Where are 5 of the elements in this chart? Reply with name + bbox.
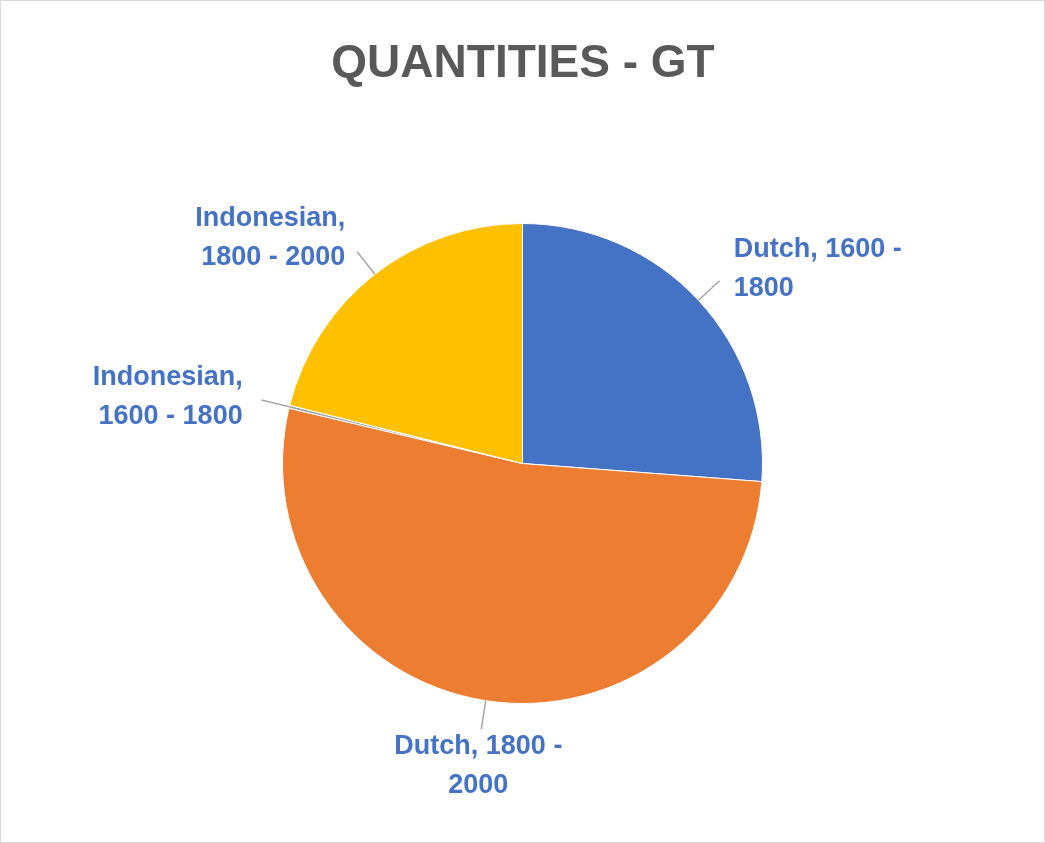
chart-title: QUANTITIES - GT bbox=[331, 34, 715, 87]
slice-label: Dutch, 1600 - 1800 bbox=[733, 233, 902, 303]
slice-label: Dutch, 1800 - 2000 bbox=[394, 730, 563, 800]
slice-label: Indonesian, 1600 - 1800 bbox=[92, 360, 243, 430]
slice-label: Indonesian, 1800 - 2000 bbox=[195, 201, 346, 271]
